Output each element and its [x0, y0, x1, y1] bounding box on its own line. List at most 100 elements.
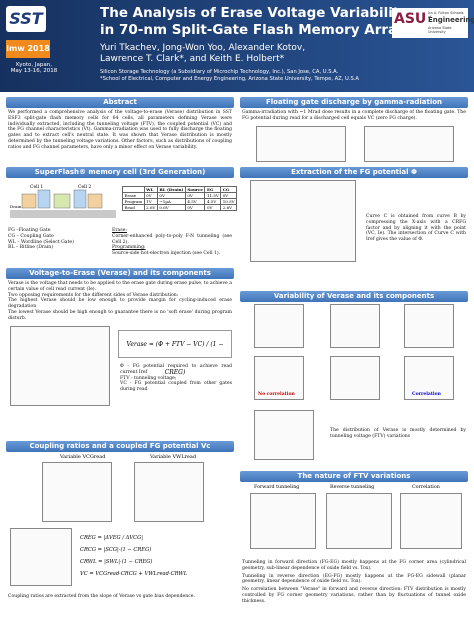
plot-frame: [326, 493, 392, 549]
abstract-text: We performed a comprehensive analysis of…: [8, 110, 232, 150]
sst-logo: SST: [6, 6, 46, 32]
plot-frame: [10, 528, 72, 586]
plot-frame: [254, 356, 304, 400]
title-line: in 70-nm Split-Gate Flash Memory Arrays: [100, 22, 414, 38]
plot-frame: [404, 304, 454, 348]
venue-line: May 13-16, 2018: [10, 68, 58, 74]
imw-logo: imw 2018: [6, 40, 50, 58]
section-title: Abstract: [6, 97, 234, 108]
equation: CREG = |ΔVEG / ΔVCG|: [80, 535, 144, 541]
legend-item: BL – Bitline (Drain): [8, 245, 54, 251]
affiliation: *School of Electrical, Computer and Ener…: [100, 76, 359, 82]
paragraph: No correlation between "Verase" in forwa…: [242, 587, 466, 604]
school: Engineering: [428, 16, 474, 24]
plot-frame: [42, 462, 112, 522]
annotation: Correlation: [412, 392, 441, 397]
definition: Φ - FG potential required to achieve rea…: [120, 364, 232, 375]
section-title: Coupling ratios and a coupled FG potenti…: [6, 441, 234, 452]
legend-item: WL – Wordline (Select Gate): [8, 239, 74, 245]
section-title: SuperFlash® memory cell (3rd Generation): [6, 167, 234, 178]
plot-frame: [256, 126, 346, 162]
equation: VC = VCGread·CRCG + VWLread·CRWL: [80, 571, 188, 577]
paragraph: Two opposing requirements for the differ…: [8, 292, 179, 298]
gate: [53, 193, 71, 209]
plot-title: Correlation: [412, 485, 440, 490]
plot-frame: [330, 356, 380, 400]
paragraph: Tunneling in reverse direction (EG-FG) m…: [242, 573, 466, 585]
op-head: Programming:: [112, 245, 146, 251]
bias-table: WL BL (Drain) Source EG CG Erase 0V 0V 0V 11.5V 0V…: [122, 186, 238, 211]
cell-label: Drain: [10, 204, 22, 209]
plot-frame: [404, 356, 454, 400]
affiliation: Silicon Storage Technology (a Subsidiary…: [100, 69, 339, 75]
table-cell: 2.6V: [143, 204, 158, 211]
authors: Yuri Tkachev, Jong-Won Yoo, Alexander Ko…: [100, 43, 305, 65]
table-cell: 11.5V: [204, 192, 222, 199]
definitions: Φ - FG potential required to achieve rea…: [120, 364, 232, 393]
plot-frame: [250, 180, 356, 262]
author-line: Yuri Tkachev, Jong-Won Yoo, Alexander Ko…: [100, 43, 306, 53]
gate: [21, 193, 37, 209]
plot-title: Reverse tunneling: [330, 485, 375, 490]
plot-title: Variable VWLread: [150, 454, 197, 460]
paragraph: The highest Verase should be low enough …: [8, 298, 232, 310]
title: The Analysis of Erase Voltage Variabilit…: [100, 5, 414, 39]
table-cell: 0V: [204, 204, 222, 211]
extraction-text: Curve C is obtained from curve B by comp…: [366, 214, 466, 243]
gamma-text: Gamma-irradiation with ~1 Mrad dose resu…: [242, 110, 466, 121]
venue: Kyoto, Japan, May 13-16, 2018: [4, 62, 64, 74]
table-header: BL (Drain): [156, 186, 186, 193]
cell-legend: FG –Floating Gate CG – Coupling Gate WL – …: [8, 228, 108, 251]
section-title: Floating gate discharge by gamma-radiati…: [240, 97, 468, 108]
section-title: Voltage-to-Erase (Verase) and its compon…: [6, 268, 234, 279]
plot-title: Variable VCGread: [60, 454, 106, 460]
table-cell: 0V: [184, 204, 206, 211]
header: SST imw 2018 Kyoto, Japan, May 13-16, 201…: [0, 0, 474, 92]
note: Coupling ratios are extracted from the s…: [8, 594, 195, 599]
school: Arizona State University: [428, 26, 452, 34]
asu-logo: ASU Ira A. Fulton Schools of Engineering…: [392, 8, 474, 38]
paragraph: Verase is the voltage that needs to be a…: [8, 281, 232, 292]
plot-frame: [400, 493, 462, 549]
table-cell: 0.6V: [156, 204, 186, 211]
op-head: Erase:: [112, 228, 127, 233]
author-line: Lawrence T. Clark*, and Keith E. Holbert…: [100, 54, 285, 64]
op-text: Source-side hot-electron injection (see …: [112, 251, 221, 257]
annotation: No correlation: [258, 392, 295, 397]
table-row: WL BL (Drain) Source EG CG: [122, 186, 238, 193]
affiliations: Silicon Storage Technology (a Subsidiary…: [100, 69, 359, 83]
table-cell: Read: [122, 204, 145, 211]
title-line: The Analysis of Erase Voltage Variabilit…: [100, 5, 409, 21]
venue-line: Kyoto, Japan,: [16, 62, 52, 68]
school: Ira A. Fulton Schools of: [428, 11, 464, 19]
paragraph: The lowest Verase should be high enough …: [8, 309, 232, 321]
plot-frame: [250, 493, 316, 549]
table-cell: 2.6V: [220, 204, 238, 211]
verase-text: Verase is the voltage that needs to be a…: [8, 281, 232, 322]
plot-frame: [134, 462, 204, 522]
cell-diagram: Cell 1 Cell 2 Drain: [10, 184, 116, 218]
gate: [37, 189, 51, 209]
cell-label: Cell 2: [78, 184, 91, 190]
table-row: Program 1V ~1µA 4.5V 4.5V 10.5V: [122, 198, 238, 205]
ftv-text: Tunneling in forward direction (FG-EG) m…: [242, 560, 466, 605]
paragraph: Tunneling in forward direction (FG-EG) m…: [242, 560, 466, 571]
plot-frame: [330, 304, 380, 348]
asu-mark: ASU: [394, 11, 427, 27]
table-row: Read 2.6V 0.6V 0V 0V 2.6V: [122, 204, 238, 211]
gate: [87, 193, 103, 209]
equation: CRCG = |SCG|·(1 − CREG): [80, 547, 152, 553]
legend-item: CG – Coupling Gate: [8, 233, 54, 239]
equations: CREG = |ΔVEG / ΔVCG| CRCG = |SCG|·(1 − CR…: [80, 532, 187, 580]
plot-frame: [364, 126, 454, 162]
substrate: [10, 210, 116, 218]
gate: [73, 189, 87, 209]
cell-label: Cell 1: [30, 184, 43, 190]
section-title: The nature of FTV variations: [240, 471, 468, 482]
section-title: Extraction of the FG potential Φ: [240, 167, 468, 178]
table-body: WL BL (Drain) Source EG CG Erase 0V 0V 0V 11.5V 0V…: [122, 186, 238, 211]
plot-frame: [10, 326, 110, 406]
formula: Verase = (Φ + FTV − VC) / (1 − CREG): [118, 330, 232, 376]
plot-frame: [254, 304, 304, 348]
variability-text: The distribution of Verase is mostly det…: [330, 428, 466, 439]
